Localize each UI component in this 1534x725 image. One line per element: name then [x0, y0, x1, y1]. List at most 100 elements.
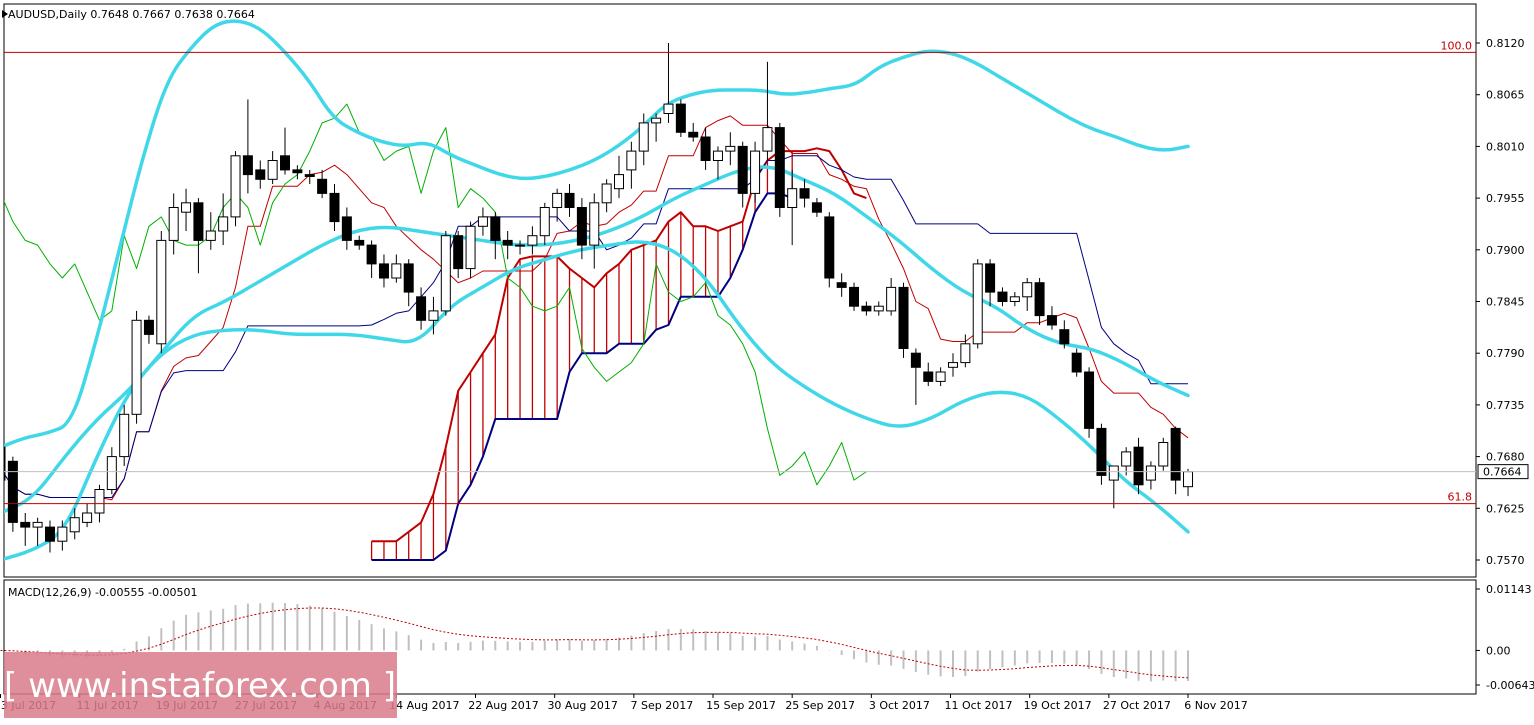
candles-group	[4, 43, 1194, 553]
candle-body	[292, 169, 303, 174]
time-tick-label: 7 Sep 2017	[630, 699, 693, 712]
price-tick-label: 0.7735	[1486, 399, 1525, 412]
candle-body	[465, 225, 476, 270]
candle-body	[416, 296, 427, 321]
price-tick-label: 0.7680	[1486, 451, 1525, 464]
time-tick-label: 22 Aug 2017	[468, 699, 538, 712]
candle-body	[106, 456, 117, 491]
candle-body	[552, 192, 563, 208]
time-tick-label: 25 Sep 2017	[785, 699, 855, 712]
candle-body	[193, 202, 204, 241]
time-tick-label: 15 Sep 2017	[706, 699, 776, 712]
candle-body	[1170, 427, 1181, 481]
price-tick-label: 0.7625	[1486, 502, 1525, 515]
candle-body	[143, 319, 154, 335]
candle-body	[997, 291, 1008, 303]
candle-body	[750, 150, 761, 194]
candle-body	[539, 207, 550, 237]
macd-tick-label: 0.01143	[1486, 583, 1532, 596]
time-tick-label: 11 Oct 2017	[945, 699, 1013, 712]
candle-body	[601, 183, 612, 204]
candle-body	[564, 192, 575, 208]
candle-body	[1059, 329, 1070, 345]
price-tick-label: 0.7570	[1486, 554, 1525, 567]
senkou-span-b-line	[371, 192, 793, 561]
watermark-text: [ www.instaforex.com ]	[4, 666, 396, 706]
candle-body	[131, 319, 142, 415]
candle-body	[477, 216, 488, 227]
candle-body	[181, 202, 192, 213]
candle-body	[923, 371, 934, 382]
candle-body	[1084, 371, 1095, 429]
price-tick-label: 0.7790	[1486, 347, 1525, 360]
candle-body	[490, 216, 501, 241]
candle-body	[255, 169, 266, 180]
candle-body	[787, 188, 798, 208]
candle-body	[403, 263, 414, 293]
candle-body	[502, 239, 513, 246]
candle-body	[774, 127, 785, 208]
macd-tick-label: -0.00643	[1486, 679, 1534, 692]
candle-body	[1022, 282, 1033, 298]
candle-body	[1009, 296, 1020, 302]
candle-body	[218, 216, 229, 232]
candle-body	[366, 244, 377, 265]
candle-body	[651, 117, 662, 124]
candle-body	[242, 155, 253, 176]
candle-body	[712, 150, 723, 162]
candle-body	[4, 446, 6, 481]
symbol-header: AUDUSD,Daily 0.7648 0.7667 0.7638 0.7664	[8, 8, 255, 21]
candle-body	[1183, 471, 1194, 488]
candle-body	[935, 371, 946, 382]
candle-body	[205, 230, 216, 241]
price-tick-label: 0.7955	[1486, 192, 1525, 205]
candle-body	[20, 521, 31, 528]
candle-body	[947, 362, 958, 368]
candle-body	[32, 521, 43, 528]
candle-body	[1034, 282, 1045, 317]
candle-body	[453, 235, 464, 270]
candle-body	[1096, 427, 1107, 476]
candle-body	[428, 310, 439, 321]
candle-body	[354, 239, 365, 246]
candle-body	[391, 263, 402, 279]
time-tick-label: 3 Oct 2017	[869, 699, 930, 712]
candle-body	[737, 145, 748, 194]
main-plot-layer	[4, 19, 1194, 561]
bollinger-lower-line	[4, 240, 1190, 561]
candle-body	[329, 192, 340, 223]
candle-body	[304, 174, 315, 177]
candle-body	[515, 244, 526, 247]
candle-body	[849, 286, 860, 307]
fibo-level-label: 100.0	[1441, 39, 1473, 52]
candle-body	[762, 127, 773, 152]
candle-body	[1046, 315, 1057, 326]
candle-body	[614, 174, 624, 190]
candle-body	[527, 235, 538, 246]
candle-body	[1108, 465, 1119, 481]
candle-body	[700, 136, 711, 161]
candle-body	[168, 207, 179, 241]
price-tick-label: 0.8010	[1486, 140, 1525, 153]
candle-body	[811, 202, 822, 213]
candle-body	[898, 286, 909, 349]
watermark-banner	[4, 652, 397, 718]
candle-body	[910, 352, 921, 368]
candle-body	[972, 263, 983, 345]
candle-body	[675, 103, 686, 133]
bollinger-upper-line	[4, 19, 1190, 448]
candle-body	[799, 188, 810, 199]
header-arrow-icon	[2, 10, 8, 18]
main-plot-frame	[3, 3, 1477, 578]
candle-body	[886, 286, 897, 312]
current-price-label: 0.7664	[1483, 466, 1522, 479]
candle-body	[663, 103, 674, 114]
candle-body	[1133, 446, 1144, 486]
candle-body	[1071, 352, 1082, 373]
macd-group	[0, 602, 1190, 682]
current-price-box	[1477, 464, 1529, 480]
candle-body	[985, 263, 996, 293]
time-tick-label: 27 Oct 2017	[1103, 699, 1171, 712]
candle-body	[1145, 465, 1156, 481]
candle-body	[626, 150, 637, 171]
